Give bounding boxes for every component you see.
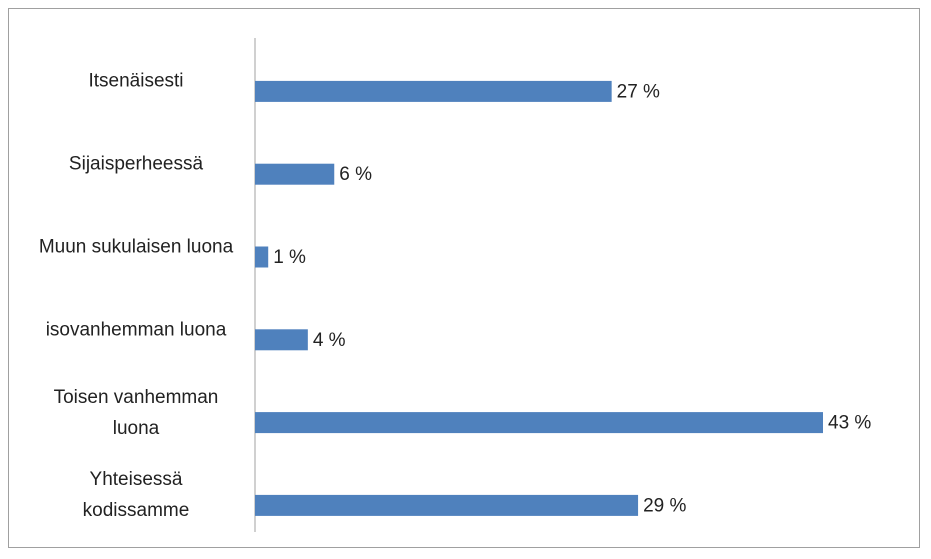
bar [255,80,612,102]
bar [255,246,269,268]
value-label: 43 % [828,413,871,434]
bar [255,494,639,516]
value-label: 29 % [643,495,686,516]
bar [255,329,308,351]
bar [255,163,335,185]
category-label: Toisen vanhemman luona [53,386,219,439]
value-label: 6 % [339,164,372,185]
category-label: isovanhemman luona [45,319,227,341]
bar [255,412,823,434]
category-label: Muun sukulaisen luona [38,236,234,258]
category-label: Sijaisperheessä [68,153,204,175]
value-label: 1 % [273,247,306,268]
chart-frame [8,8,920,548]
category-label: Yhteisessä kodissamme [82,469,190,522]
value-label: 4 % [313,330,346,351]
value-label: 27 % [617,81,660,102]
category-label: Itsenäisesti [88,70,184,92]
